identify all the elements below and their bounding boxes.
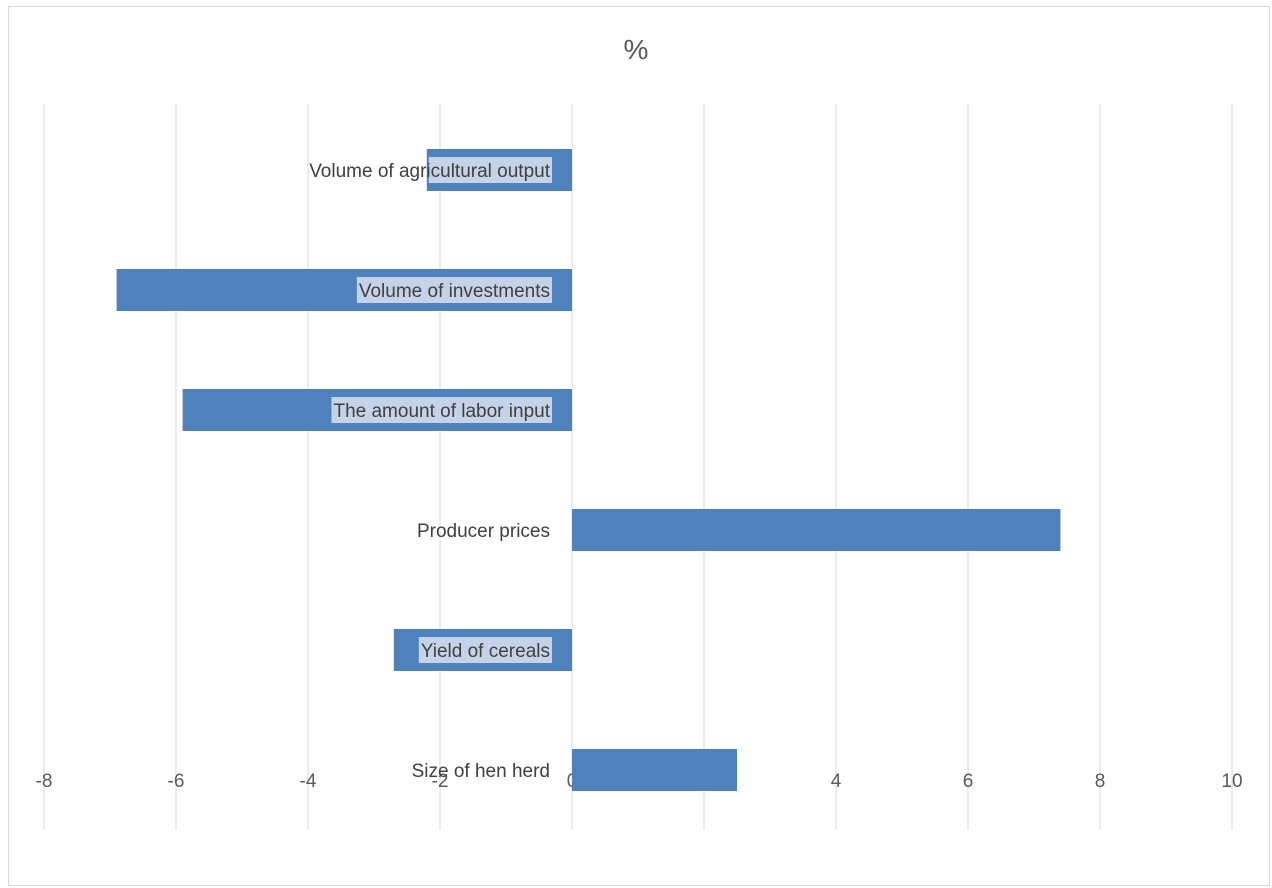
- category-label-highlight: [418, 637, 552, 663]
- x-tick-label: 4: [831, 771, 842, 792]
- x-tick-label: -2: [432, 771, 449, 792]
- category-label: Size of hen herd: [412, 761, 550, 782]
- category-label-highlight: [331, 397, 552, 423]
- x-tick-label: 8: [1095, 771, 1106, 792]
- category-label: The amount of labor input: [333, 401, 550, 422]
- chart-area: [8, 6, 1270, 886]
- category-label: Volume of investments: [359, 281, 550, 302]
- category-label: Producer prices: [417, 521, 550, 542]
- bar: [572, 749, 737, 791]
- x-tick-label: -4: [300, 771, 317, 792]
- category-label: Yield of cereals: [421, 641, 550, 662]
- category-label-highlight: [356, 277, 552, 303]
- category-label: Volume of agricultural output: [309, 161, 551, 182]
- chart-title: %: [623, 34, 649, 65]
- x-tick-label: -6: [168, 771, 185, 792]
- category-label-highlight: [428, 157, 552, 183]
- x-tick-label: -8: [36, 771, 53, 792]
- x-tick-label: 6: [963, 771, 974, 792]
- bar: [572, 509, 1061, 551]
- x-tick-label: 10: [1221, 771, 1242, 792]
